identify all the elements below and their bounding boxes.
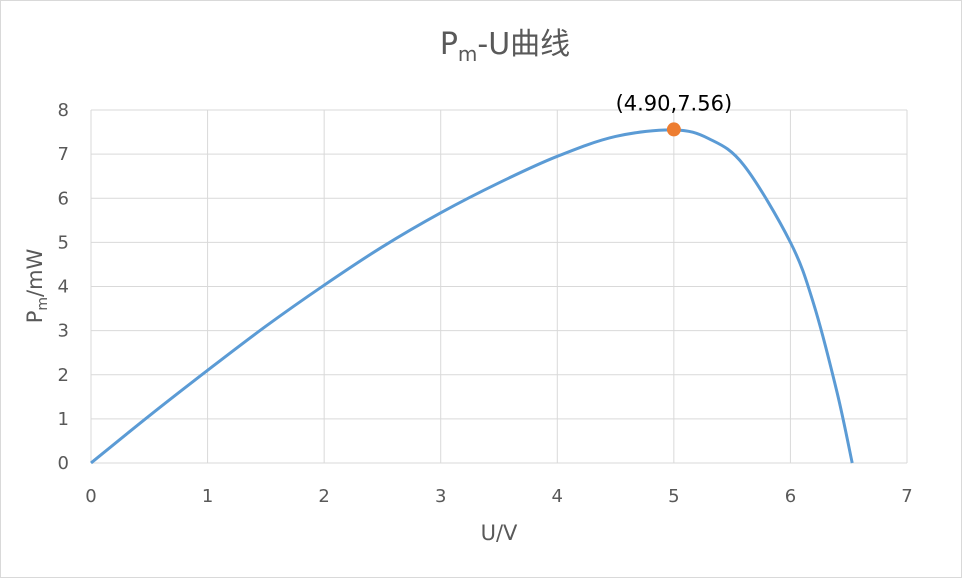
y-tick-label: 8 xyxy=(58,100,69,121)
peak-point-label: (4.90,7.56) xyxy=(616,91,733,115)
y-tick-label: 2 xyxy=(58,365,69,386)
y-tick-label: 0 xyxy=(58,453,69,474)
x-tick-label: 7 xyxy=(901,486,912,507)
x-tick-label: 6 xyxy=(785,486,796,507)
gridlines xyxy=(90,109,908,464)
y-tick-label: 1 xyxy=(58,409,69,430)
x-tick-labels: 0 1 2 3 4 5 6 7 xyxy=(85,486,912,507)
x-tick-label: 2 xyxy=(318,486,329,507)
peak-point-marker xyxy=(666,122,681,137)
y-axis-label: Pm/mW xyxy=(23,248,51,323)
y-tick-label: 4 xyxy=(58,277,69,298)
pm-u-curve xyxy=(90,128,854,465)
x-axis-label: U/V xyxy=(481,521,518,545)
y-tick-label: 3 xyxy=(58,321,69,342)
y-tick-label: 5 xyxy=(58,232,69,253)
x-tick-label: 3 xyxy=(435,486,446,507)
y-tick-labels: 0 1 2 3 4 5 6 7 8 xyxy=(58,100,69,474)
x-tick-label: 1 xyxy=(202,486,213,507)
y-tick-label: 7 xyxy=(58,144,69,165)
x-tick-label: 4 xyxy=(552,486,563,507)
chart-title: Pm-U曲线 xyxy=(440,27,570,66)
x-tick-label: 0 xyxy=(85,486,96,507)
y-tick-label: 6 xyxy=(58,188,69,209)
x-tick-label: 5 xyxy=(668,486,679,507)
